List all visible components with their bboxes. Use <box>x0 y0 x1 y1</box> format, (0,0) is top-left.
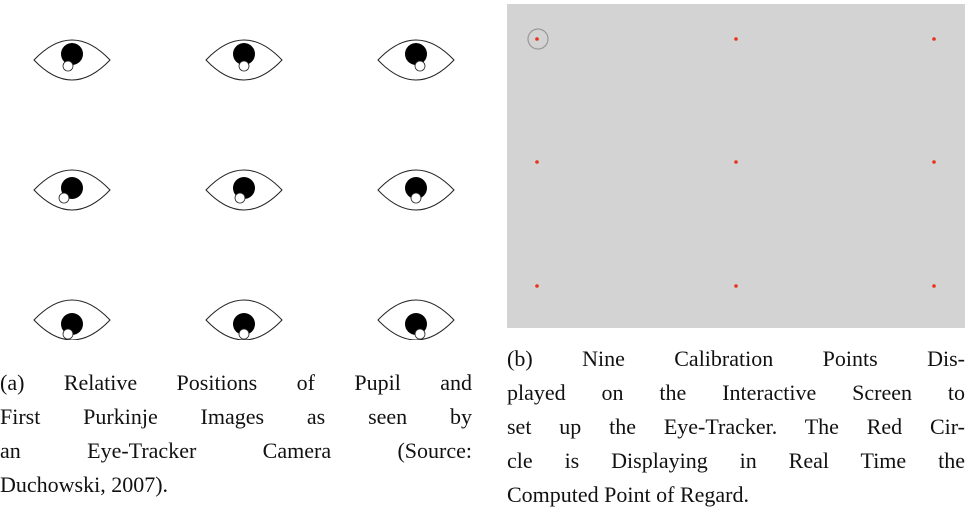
calibration-point <box>932 284 936 288</box>
caption-line: an Eye-Tracker Camera (Source: <box>0 438 472 463</box>
calibration-point <box>734 160 738 164</box>
purkinje-image <box>58 192 70 204</box>
purkinje-image <box>410 192 422 204</box>
purkinje-image <box>238 60 250 72</box>
caption-line: (a) Relative Positions of Pupil and <box>0 370 472 395</box>
purkinje-image <box>234 192 246 204</box>
purkinje-image <box>414 328 426 340</box>
caption-line: played on the Interactive Screen to <box>507 380 965 405</box>
gaze-circle <box>527 28 549 50</box>
calibration-point <box>932 37 936 41</box>
calibration-point <box>535 37 539 41</box>
caption-line: Duchowski, 2007). <box>0 472 169 497</box>
pupil <box>405 43 427 65</box>
caption-line: First Purkinje Images as seen by <box>0 404 472 429</box>
calibration-point <box>535 284 539 288</box>
caption-line: set up the Eye-Tracker. The Red Cir- <box>507 414 965 439</box>
calibration-point <box>734 284 738 288</box>
calibration-point <box>734 37 738 41</box>
eye-grid <box>33 39 455 340</box>
caption-line: (b) Nine Calibration Points Dis- <box>507 346 965 371</box>
calibration-screen <box>507 4 965 328</box>
caption-line: Computed Point of Regard. <box>507 482 749 507</box>
calibration-point <box>535 160 539 164</box>
figure-graphics <box>33 4 965 340</box>
purkinje-image <box>414 60 426 72</box>
purkinje-image <box>238 328 250 340</box>
caption-a: (a) Relative Positions of Pupil and First… <box>0 366 472 502</box>
caption-line: cle is Displaying in Real Time the <box>507 448 965 473</box>
calibration-point <box>932 160 936 164</box>
calibration-points <box>535 37 936 288</box>
pupil <box>61 43 83 65</box>
purkinje-image <box>62 60 74 72</box>
pupil <box>233 313 255 335</box>
pupil <box>233 43 255 65</box>
purkinje-image <box>62 328 74 340</box>
caption-b: (b) Nine Calibration Points Dis-played o… <box>507 342 965 512</box>
pupil <box>405 177 427 199</box>
